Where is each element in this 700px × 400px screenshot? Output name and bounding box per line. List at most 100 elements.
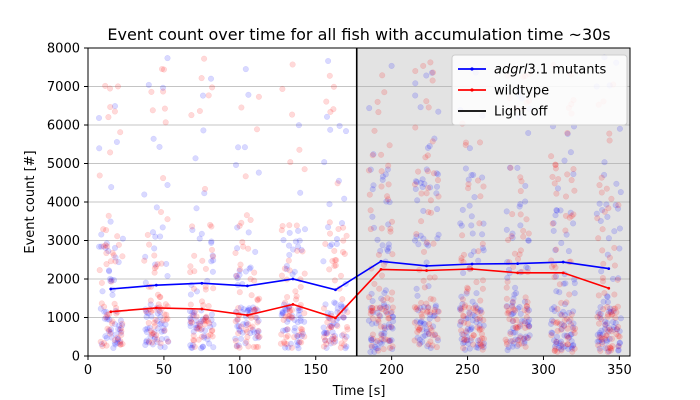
scatter-point (433, 183, 441, 190)
scatter-point (596, 311, 603, 318)
scatter-point (193, 288, 201, 295)
scatter-point (480, 317, 487, 324)
scatter-point (568, 345, 575, 352)
scatter-point (434, 334, 441, 341)
scatter-point (462, 141, 469, 149)
scatter-point (115, 326, 122, 333)
scatter-point (97, 338, 104, 345)
scatter-point (288, 314, 295, 321)
scatter-point (604, 311, 612, 318)
scatter-point (521, 338, 528, 345)
scatter-point (417, 232, 424, 239)
scatter-point (283, 262, 290, 270)
scatter-point (207, 331, 214, 338)
x-tick-label: 250 (455, 363, 480, 378)
scatter-point (369, 304, 376, 311)
scatter-point (200, 302, 207, 309)
scatter-point (548, 329, 555, 336)
scatter-point (281, 340, 288, 347)
series-point (470, 262, 474, 266)
scatter-point (290, 246, 297, 253)
scatter-point (470, 341, 477, 348)
scatter-point (324, 329, 331, 336)
scatter-point (507, 338, 514, 345)
scatter-point (459, 296, 466, 303)
scatter-point (458, 336, 465, 343)
scatter-point (504, 310, 511, 317)
scatter-point (286, 308, 293, 315)
scatter-point (201, 55, 208, 62)
scatter-point (384, 166, 391, 173)
scatter-point (104, 325, 111, 332)
scatter-point (615, 343, 622, 350)
scatter-point (208, 239, 215, 246)
scatter-point (340, 237, 347, 244)
scatter-point (293, 296, 300, 303)
scatter-point (556, 281, 563, 288)
scatter-point (427, 209, 435, 216)
scatter-point (611, 228, 618, 235)
scatter-point (320, 305, 328, 312)
scatter-point (462, 328, 470, 335)
scatter-point (481, 340, 488, 347)
scatter-point (113, 138, 120, 146)
scatter-point (242, 326, 249, 333)
scatter-point (373, 345, 380, 352)
scatter-point (165, 338, 172, 345)
scatter-point (566, 291, 573, 298)
scatter-point (114, 334, 121, 341)
scatter-point (157, 233, 164, 240)
scatter-point (389, 251, 396, 258)
scatter-point (294, 342, 301, 349)
scatter-point (460, 336, 468, 344)
scatter-point (322, 240, 329, 247)
scatter-point (375, 251, 382, 258)
scatter-point (199, 92, 207, 99)
scatter-point (458, 222, 465, 229)
scatter-point (510, 306, 517, 313)
series-point (516, 271, 520, 275)
scatter-point (255, 334, 262, 341)
scatter-point (342, 345, 349, 352)
scatter-point (478, 343, 485, 350)
scatter-point (503, 208, 510, 215)
scatter-point (143, 328, 150, 336)
scatter-point (525, 237, 532, 244)
scatter-point (331, 332, 338, 339)
scatter-point (107, 275, 114, 282)
scatter-point (330, 106, 337, 113)
scatter-point (96, 145, 103, 152)
scatter-point (241, 144, 248, 151)
scatter-point (375, 316, 382, 323)
scatter-point (340, 314, 347, 321)
scatter-point (468, 172, 475, 179)
scatter-point (430, 312, 437, 319)
scatter-point (198, 75, 205, 82)
scatter-point (382, 304, 390, 311)
scatter-point (96, 172, 103, 179)
scatter-point (464, 285, 472, 292)
scatter-point (256, 333, 263, 340)
scatter-point (279, 222, 286, 230)
scatter-point (341, 250, 348, 257)
scatter-point (457, 220, 464, 227)
scatter-point (571, 280, 578, 287)
scatter-point (278, 272, 285, 279)
scatter-point (510, 309, 517, 316)
scatter-point (595, 320, 603, 327)
scatter-point (144, 231, 151, 238)
scatter-point (368, 336, 375, 344)
scatter-point (154, 339, 161, 346)
scatter-point (435, 193, 442, 200)
scatter-point (423, 328, 430, 336)
scatter-point (597, 331, 604, 338)
scatter-point (247, 216, 254, 224)
scatter-point (415, 168, 422, 175)
scatter-point (100, 226, 107, 233)
scatter-point (285, 344, 292, 351)
scatter-point (338, 303, 345, 310)
scatter-point (525, 237, 532, 244)
scatter-point (278, 331, 285, 338)
scatter-point (429, 77, 436, 84)
scatter-point (597, 217, 604, 225)
